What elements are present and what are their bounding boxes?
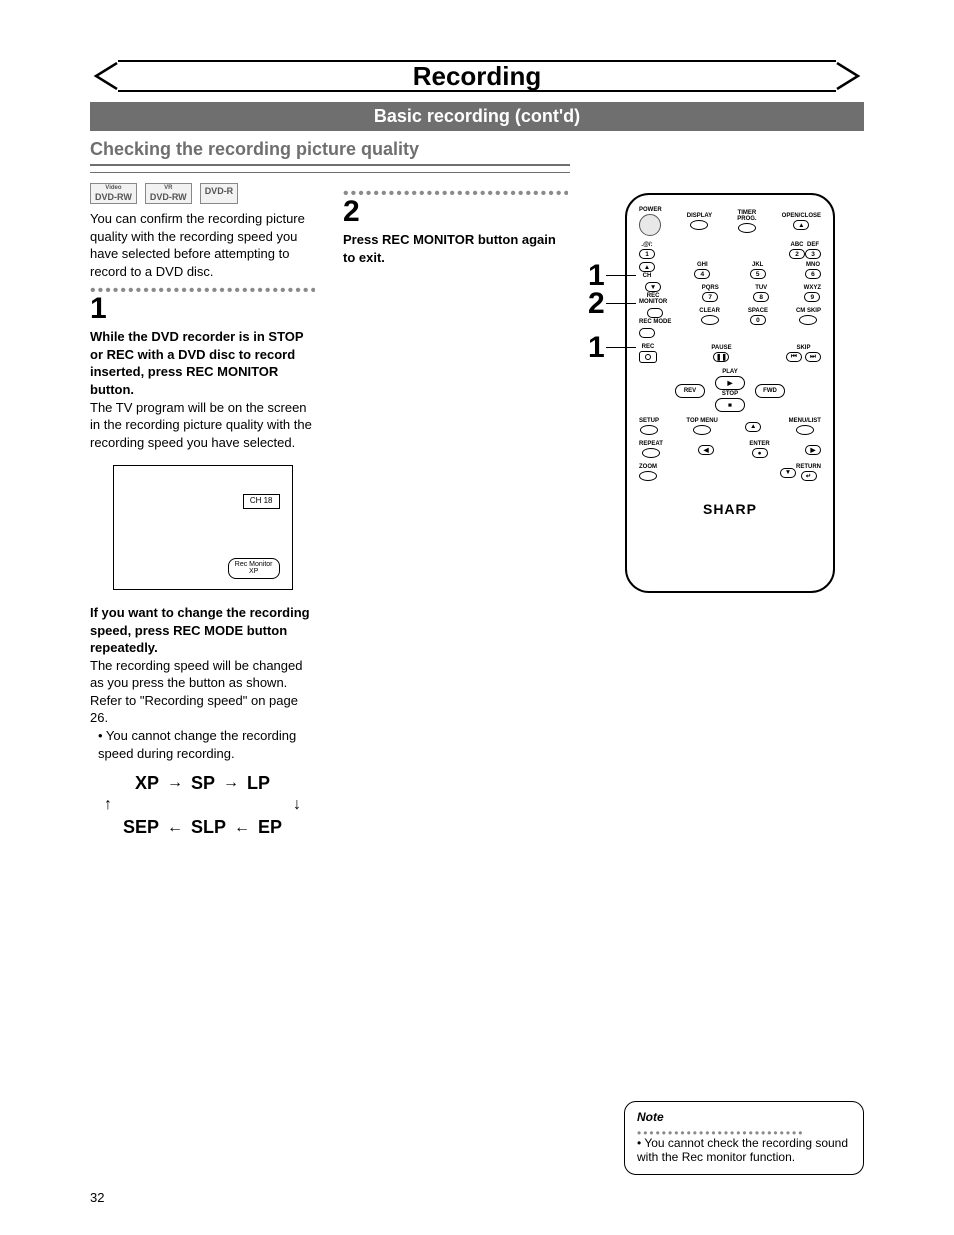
arrow-down-icon: ↓ (293, 795, 301, 816)
rev-button[interactable]: REV (675, 384, 705, 398)
step-2-number: 2 (343, 197, 568, 227)
badge-dvdrw-vr: VRDVD-RW (145, 183, 192, 204)
menulist-button[interactable] (796, 425, 814, 435)
content-columns: VideoDVD-RW VRDVD-RW DVD-R You can confi… (90, 183, 864, 840)
clear-button[interactable] (701, 315, 719, 325)
intro-text: You can confirm the recording picture qu… (90, 210, 315, 280)
key-2[interactable]: 2 (789, 249, 805, 259)
nav-right-button[interactable]: ▶ (805, 445, 821, 455)
subtitle-bar: Basic recording (cont'd) (90, 102, 864, 131)
dots-sep-1: •••••••••••••••••••••••••••••• (90, 280, 315, 294)
arrow-up-icon: ↑ (104, 795, 112, 816)
note-body: • You cannot check the recording sound w… (637, 1136, 851, 1164)
rec-button[interactable] (639, 351, 657, 363)
enter-button[interactable]: ● (752, 448, 768, 458)
column-1: VideoDVD-RW VRDVD-RW DVD-R You can confi… (90, 183, 315, 840)
fwd-button[interactable]: FWD (755, 384, 785, 398)
leader-line (606, 303, 636, 304)
zoom-button[interactable] (639, 471, 657, 481)
change-speed-body: The recording speed will be changed as y… (90, 657, 315, 727)
repeat-button[interactable] (642, 448, 660, 458)
rec-mode-button[interactable] (639, 328, 655, 338)
step-2-bold: Press REC MONITOR button again to exit. (343, 231, 568, 266)
page-title: Recording (118, 60, 836, 92)
tv-preview-box: CH 18 Rec Monitor XP (113, 465, 293, 590)
arrow-left-icon: ← (234, 818, 250, 839)
arrow-right-icon: → (167, 773, 183, 794)
remote-wrapper: 1 2 1 POWER DISPLAY TIMER PROG. OPEN/CLO… (596, 183, 864, 593)
change-speed-bullet: • You cannot change the recording speed … (90, 727, 315, 762)
heading-rule (90, 172, 570, 173)
skip-fwd-button[interactable]: ⏭ (805, 352, 821, 362)
skip-back-button[interactable]: ⏮ (786, 352, 802, 362)
step-1-number: 1 (90, 294, 315, 324)
power-button[interactable] (639, 214, 661, 236)
format-badges: VideoDVD-RW VRDVD-RW DVD-R (90, 183, 315, 204)
step-1-body: The TV program will be on the screen in … (90, 399, 315, 452)
badge-dvdr: DVD-R (200, 183, 239, 204)
brand-logo: SHARP (639, 501, 821, 517)
key-8[interactable]: 8 (753, 292, 769, 302)
change-speed-bold: If you want to change the recording spee… (90, 604, 315, 657)
key-1[interactable]: 1 (639, 249, 655, 259)
column-3: 1 2 1 POWER DISPLAY TIMER PROG. OPEN/CLO… (596, 183, 864, 840)
dots-sep-2: •••••••••••••••••••••••••••••• (343, 183, 568, 197)
cm-skip-button[interactable] (799, 315, 817, 325)
page-number: 32 (90, 1190, 104, 1205)
key-6[interactable]: 6 (805, 269, 821, 279)
timer-prog-button[interactable] (738, 223, 756, 233)
ch-up-button[interactable]: ▲ (639, 262, 655, 272)
nav-up-button[interactable]: ▲ (745, 422, 761, 432)
badge-dvdrw-video: VideoDVD-RW (90, 183, 137, 204)
key-7[interactable]: 7 (702, 292, 718, 302)
channel-badge: CH 18 (243, 494, 280, 509)
key-9[interactable]: 9 (804, 292, 820, 302)
arrow-left-icon: ← (167, 818, 183, 839)
remote-control: POWER DISPLAY TIMER PROG. OPEN/CLOSE▲ .@… (625, 193, 835, 593)
pause-button[interactable]: ❚❚ (713, 352, 729, 362)
setup-button[interactable] (640, 425, 658, 435)
section-heading: Checking the recording picture quality (90, 139, 570, 166)
banner-right-chevron (836, 62, 864, 90)
nav-left-button[interactable]: ◀ (698, 445, 714, 455)
key-3[interactable]: 3 (805, 249, 821, 259)
title-banner: Recording (90, 60, 864, 92)
display-button[interactable] (690, 220, 708, 230)
note-dots: ••••••••••••••••••••••••••• (637, 1126, 851, 1136)
nav-down-button[interactable]: ▼ (780, 468, 796, 478)
arrow-right-icon: → (223, 773, 239, 794)
key-0[interactable]: 0 (750, 315, 766, 325)
banner-left-chevron (90, 62, 118, 90)
stop-button[interactable]: ■ (715, 398, 745, 412)
speed-cycle-diagram: XP → SP → LP ↑ ↓ SEP ← SLP ← EP (90, 772, 315, 840)
note-title: Note (637, 1110, 851, 1124)
column-2: •••••••••••••••••••••••••••••• 2 Press R… (343, 183, 568, 840)
note-box: Note ••••••••••••••••••••••••••• • You c… (624, 1101, 864, 1175)
key-5[interactable]: 5 (750, 269, 766, 279)
callout-2: 2 (588, 287, 605, 321)
rec-monitor-badge: Rec Monitor XP (228, 558, 280, 579)
leader-line (606, 347, 636, 348)
step-1-bold: While the DVD recorder is in STOP or REC… (90, 328, 315, 398)
key-4[interactable]: 4 (694, 269, 710, 279)
leader-line (606, 275, 636, 276)
ch-down-button[interactable]: ▼ (645, 282, 661, 292)
open-close-button[interactable]: ▲ (793, 220, 809, 230)
topmenu-button[interactable] (693, 425, 711, 435)
play-button[interactable]: ▶ (715, 376, 745, 390)
rec-monitor-button[interactable] (647, 308, 663, 318)
return-button[interactable]: ↵ (801, 471, 817, 481)
callout-1b: 1 (588, 331, 605, 365)
